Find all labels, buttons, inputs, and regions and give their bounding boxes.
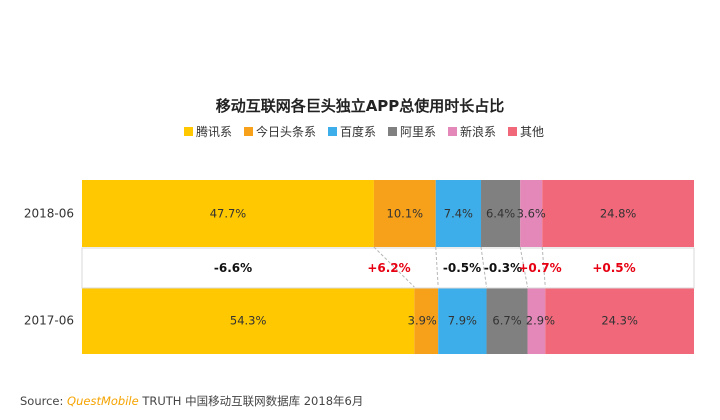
bar-label-2017-06-4: 2.9%: [526, 314, 555, 328]
connector-line-5: [541, 246, 546, 288]
bar-label-2018-06-3: 6.4%: [486, 207, 515, 221]
source-note: Source: QuestMobile TRUTH 中国移动互联网数据库 201…: [20, 393, 363, 409]
bar-2018-06-3: [481, 180, 521, 247]
difference-label-4: +0.7%: [518, 261, 561, 275]
bar-2017-06-0: [82, 287, 415, 354]
bar-2018-06-2: [435, 180, 482, 247]
legend-swatch-1: [244, 127, 253, 136]
bar-2017-06-3: [486, 287, 528, 354]
legend-swatch-0: [184, 127, 193, 136]
connector-line-1: [373, 246, 415, 288]
legend-label-5: 其他: [520, 125, 544, 139]
bar-2017-06-2: [438, 287, 487, 354]
connector-line-2: [435, 246, 439, 288]
bar-label-2018-06-0: 47.7%: [210, 207, 247, 221]
chart-title: 移动互联网各巨头独立APP总使用时长占比: [216, 97, 505, 115]
bar-label-2017-06-3: 6.7%: [492, 314, 521, 328]
legend-swatch-2: [328, 127, 337, 136]
difference-label-5: +0.5%: [592, 261, 635, 275]
bar-2017-06-4: [527, 287, 546, 354]
bars: 47.7% 10.1% 7.4% 6.4% 3.6% 24.8% 54.3% 3.9% 7.9%…: [82, 180, 694, 354]
source-brand: QuestMobile: [67, 394, 139, 408]
difference-row: -6.6% +6.2% -0.5% -0.3%+0.7% +0.5%: [81, 246, 695, 289]
difference-label-3: -0.3%: [484, 261, 522, 275]
difference-label-2: -0.5%: [443, 261, 481, 275]
bar-2017-06-1: [414, 287, 439, 354]
legend-label-0: 腾讯系: [196, 124, 232, 139]
bar-label-2018-06-4: 3.6%: [517, 207, 546, 221]
bar-label-2017-06-2: 7.9%: [448, 314, 477, 328]
legend-label-3: 阿里系: [400, 125, 436, 139]
source-prefix: Source:: [20, 394, 64, 408]
category-label-2018-06: 2018-06: [24, 207, 74, 221]
bar-2018-06-4: [520, 180, 543, 247]
legend-swatch-5: [508, 127, 517, 136]
source-rest: TRUTH 中国移动互联网数据库 2018年6月: [142, 394, 364, 408]
connector-line-4: [519, 246, 529, 288]
bar-label-2018-06-2: 7.4%: [444, 207, 473, 221]
bar-2018-06-1: [373, 180, 436, 247]
bar-2018-06-0: [82, 180, 374, 247]
bar-label-2018-06-5: 24.8%: [600, 207, 637, 221]
category-labels: 2018-06 2017-06: [24, 207, 74, 328]
bar-label-2017-06-1: 3.9%: [408, 314, 437, 328]
difference-band: [81, 247, 695, 289]
bar-2018-06-5: [542, 180, 694, 247]
difference-label-0: -6.6%: [214, 261, 252, 275]
bar-label-2018-06-1: 10.1%: [387, 207, 424, 221]
category-label-2017-06: 2017-06: [24, 314, 74, 328]
bar-label-2017-06-0: 54.3%: [230, 314, 267, 328]
legend-label-2: 百度系: [340, 124, 376, 139]
bar-label-2017-06-5: 24.3%: [601, 314, 638, 328]
legend-swatch-3: [388, 127, 397, 136]
difference-label-1: +6.2%: [367, 261, 410, 275]
legend-swatch-4: [448, 127, 457, 136]
legend-label-4: 新浪系: [460, 124, 496, 139]
connector-line-3: [480, 246, 488, 288]
legend-label-1: 今日头条系: [256, 124, 316, 139]
legend: 腾讯系 今日头条系 百度系 阿里系 新浪系 其他: [184, 124, 544, 139]
bar-2017-06-5: [545, 287, 694, 354]
